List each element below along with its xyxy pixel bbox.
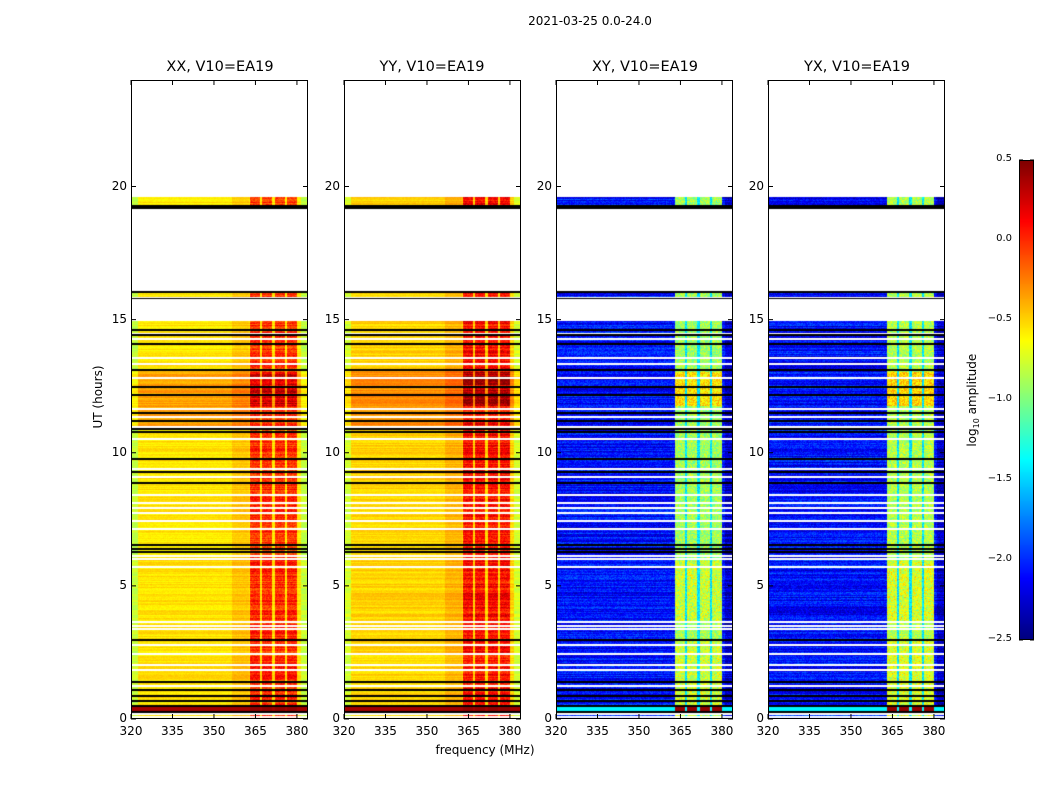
colorbar-label-log: log	[964, 428, 979, 447]
heatmap-panel-yy	[344, 80, 521, 719]
x-tick-label: 320	[756, 724, 780, 738]
y-tick-label: 5	[332, 577, 340, 592]
x-tick-label: 380	[922, 724, 946, 738]
x-tick-label: 335	[161, 724, 184, 738]
y-tick-label: 10	[111, 444, 127, 459]
y-tick-label: 0	[332, 711, 340, 725]
y-tick-label: 20	[111, 178, 127, 193]
colorbar-gradient	[1020, 161, 1033, 639]
x-tick-label: 335	[374, 724, 397, 738]
x-tick-label: 350	[839, 724, 863, 738]
y-axis-label: UT (hours)	[91, 365, 105, 429]
heatmap-canvas-xy	[557, 81, 732, 718]
x-tick-label: 365	[669, 724, 692, 738]
figure-suptitle: 2021-03-25 0.0-24.0	[528, 14, 652, 28]
y-tick-label: 0	[119, 711, 127, 725]
y-tick-label: 15	[536, 311, 552, 326]
y-tick-label: 20	[324, 178, 340, 193]
x-tick-label: 320	[544, 724, 568, 738]
panel-title-yx: YX, V10=EA19	[803, 59, 911, 75]
heatmap-panel-yx	[768, 80, 945, 719]
y-tick-label: 10	[324, 444, 340, 459]
y-tick-label: 5	[544, 577, 552, 592]
y-tick-label: 15	[324, 311, 340, 326]
x-tick-label: 335	[798, 724, 821, 738]
y-tick-label: 0	[756, 711, 764, 725]
heatmap-panel-xy	[556, 80, 733, 719]
x-tick-label: 320	[332, 724, 356, 738]
heatmap-panel-xx	[131, 80, 308, 719]
x-axis-label: frequency (MHz)	[435, 743, 535, 757]
colorbar-tick-label: −1.5	[987, 473, 1012, 484]
y-tick-label: 20	[536, 178, 552, 193]
heatmap-canvas-yy	[345, 81, 520, 718]
y-tick-label: 0	[544, 711, 552, 725]
colorbar-tick-label: −0.5	[987, 313, 1012, 324]
colorbar-label-sub: 10	[972, 418, 982, 429]
x-tick-label: 335	[586, 724, 609, 738]
y-tick-label: 5	[119, 577, 127, 592]
colorbar-tick-label: −1.0	[987, 393, 1012, 404]
x-tick-label: 365	[244, 724, 267, 738]
colorbar-label-text: amplitude	[964, 353, 979, 419]
y-tick-label: 10	[748, 444, 764, 459]
x-tick-label: 320	[119, 724, 143, 738]
y-tick-label: 5	[756, 577, 764, 592]
heatmap-canvas-xx	[132, 81, 307, 718]
heatmap-canvas-yx	[769, 81, 944, 718]
x-tick-label: 350	[202, 724, 226, 738]
panel-title-xy: XY, V10=EA19	[591, 59, 699, 75]
panel-title-yy: YY, V10=EA19	[379, 59, 485, 75]
panel-title-xx: XX, V10=EA19	[166, 59, 274, 75]
x-tick-label: 350	[415, 724, 439, 738]
x-tick-label: 365	[881, 724, 904, 738]
colorbar	[1019, 160, 1034, 640]
x-tick-label: 380	[285, 724, 309, 738]
colorbar-label: log10 amplitude	[965, 345, 981, 455]
colorbar-tick-label: −2.0	[987, 553, 1012, 564]
y-tick-label: 15	[748, 311, 764, 326]
colorbar-tick-label: −2.5	[987, 633, 1012, 644]
x-tick-label: 350	[627, 724, 651, 738]
y-tick-label: 20	[748, 178, 764, 193]
x-tick-label: 365	[457, 724, 480, 738]
colorbar-tick-label: 0.0	[996, 233, 1012, 244]
colorbar-tick-label: 0.5	[996, 153, 1012, 164]
x-tick-label: 380	[710, 724, 734, 738]
y-tick-label: 15	[111, 311, 127, 326]
y-tick-label: 10	[536, 444, 552, 459]
x-tick-label: 380	[498, 724, 522, 738]
